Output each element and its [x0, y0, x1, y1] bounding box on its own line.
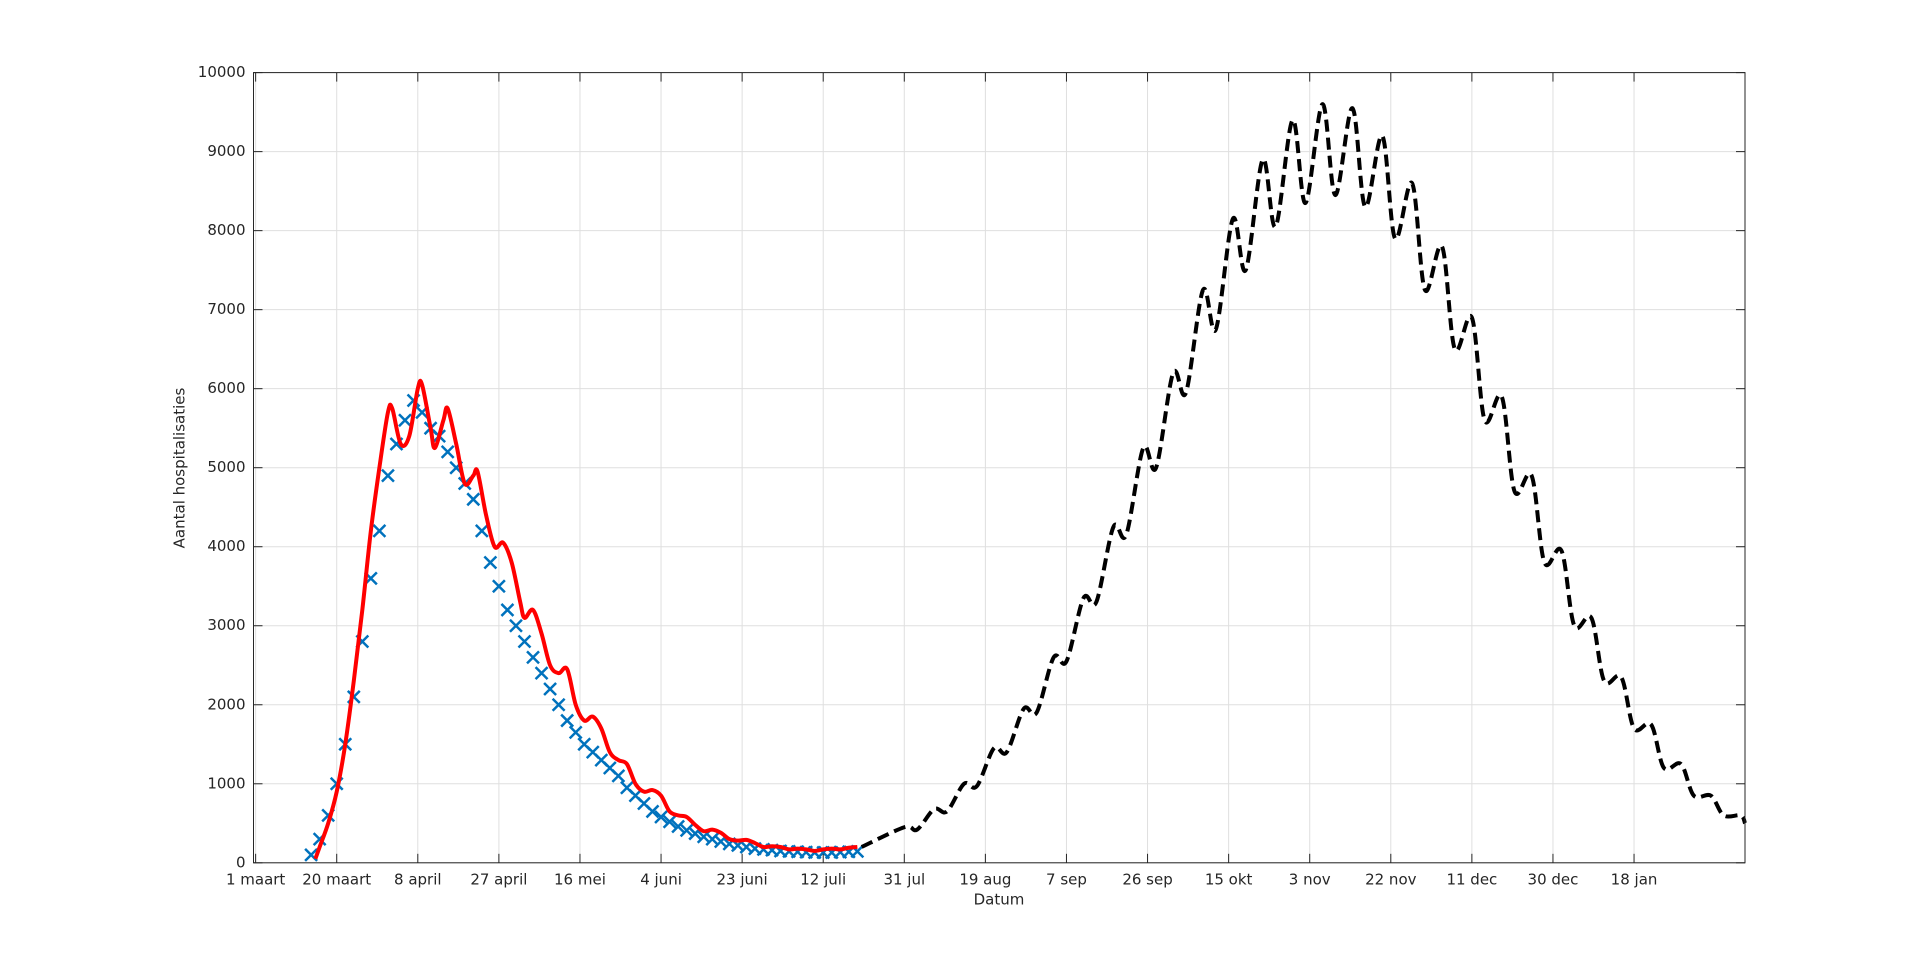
data-marker — [662, 814, 677, 829]
data-marker — [398, 413, 412, 428]
x-tick-label: 22 nov — [1365, 870, 1417, 888]
data-marker — [679, 823, 694, 838]
x-tick-label: 20 maart — [302, 870, 371, 888]
series-line — [313, 378, 858, 860]
x-tick-label: 12 juli — [800, 870, 846, 888]
x-axis-label: Datum — [974, 891, 1025, 909]
y-tick-label: 1000 — [207, 774, 245, 792]
data-marker — [491, 579, 506, 594]
data-marker — [381, 468, 395, 483]
x-tick-label: 15 okt — [1205, 870, 1253, 888]
x-tick-label: 3 nov — [1289, 870, 1331, 888]
y-tick-label: 4000 — [207, 537, 245, 555]
y-tick-label: 8000 — [207, 221, 245, 239]
data-marker — [517, 634, 532, 649]
x-tick-label: 18 jan — [1611, 870, 1658, 888]
x-tick-label: 26 sep — [1122, 870, 1172, 888]
data-marker — [560, 713, 575, 728]
data-marker — [568, 725, 583, 740]
x-tick-label: 27 april — [470, 870, 527, 888]
y-axis-label: Aantal hospitalisaties — [171, 387, 189, 548]
x-tick-label: 31 jul — [883, 870, 925, 888]
y-tick-label: 10000 — [198, 63, 246, 81]
y-tick-label: 0 — [236, 853, 246, 871]
x-tick-label: 4 juni — [640, 870, 682, 888]
x-tick-label: 1 maart — [226, 870, 285, 888]
x-tick-label: 30 dec — [1528, 870, 1579, 888]
x-tick-label: 11 dec — [1446, 870, 1497, 888]
data-marker — [543, 682, 557, 696]
data-marker — [551, 697, 566, 712]
y-tick-label: 9000 — [207, 142, 245, 160]
x-tick-label: 8 april — [394, 870, 442, 888]
data-marker — [466, 492, 481, 507]
data-marker — [671, 819, 686, 834]
data-marker — [500, 603, 515, 617]
series-line — [860, 102, 1747, 849]
x-tick-label: 19 aug — [959, 870, 1011, 888]
x-tick-label: 7 sep — [1046, 870, 1087, 888]
y-tick-label: 3000 — [207, 616, 245, 634]
data-marker — [440, 445, 455, 459]
x-tick-label: 16 mei — [554, 870, 606, 888]
data-marker — [534, 666, 549, 681]
data-marker — [645, 804, 660, 819]
data-marker — [611, 768, 626, 783]
y-tick-label: 2000 — [207, 695, 245, 713]
data-marker — [474, 524, 489, 538]
data-marker — [654, 810, 668, 824]
x-tick-label: 23 juni — [717, 870, 768, 888]
data-marker — [483, 555, 498, 570]
data-marker — [509, 618, 523, 633]
y-tick-label: 6000 — [207, 379, 245, 397]
data-marker — [526, 650, 540, 665]
data-marker — [705, 832, 720, 846]
y-tick-label: 7000 — [207, 300, 245, 318]
data-marker — [304, 848, 318, 862]
data-marker — [372, 524, 387, 538]
y-tick-label: 5000 — [207, 458, 245, 476]
